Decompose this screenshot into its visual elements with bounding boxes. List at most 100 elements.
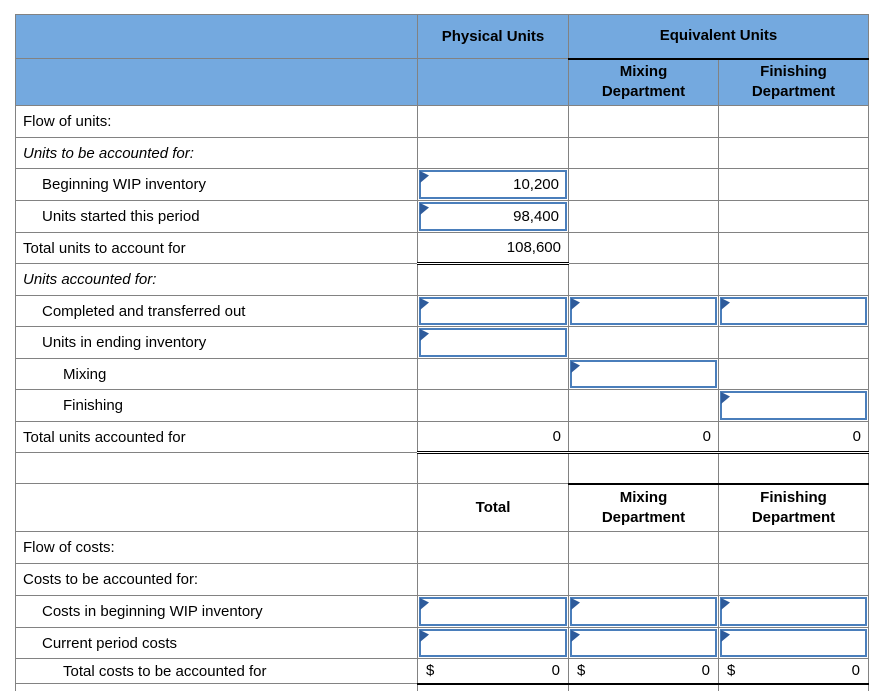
row-label-costs-in-beginning-wip-inventory: Costs in beginning WIP inventory [15,595,418,628]
empty-cell [718,358,869,390]
empty-cell [417,452,569,484]
input-ending-mixing[interactable] [570,360,717,388]
cell-completed-finishing [718,295,869,327]
row-label-costs-to-be-accounted-for: Costs to be accounted for: [15,563,418,596]
currency-symbol: $ [426,662,435,680]
empty-cell [568,200,719,233]
currency-symbol: $ [577,662,586,680]
row-label-completed-and-transferred-out: Completed and transferred out [15,295,418,327]
row-label-beginning-wip-inventory: Beginning WIP inventory [15,168,418,201]
cell-ending-mixing [568,358,719,390]
empty-cell [417,563,569,596]
cell-total-units-accounted-finishing: 0 [718,421,869,454]
empty-cell [568,683,719,691]
mixing-department-label: Mixing Department [601,63,686,101]
header-equivalent-units: Equivalent Units [568,14,869,60]
input-completed-finishing[interactable] [720,297,867,325]
input-beginning-wip-physical[interactable]: 10,200 [419,170,567,199]
empty-cell [718,200,869,233]
input-current-costs-finishing[interactable] [720,629,867,657]
cell-current-costs-finishing [718,627,869,659]
empty-cell [718,452,869,484]
header-cost-finishing-department: Finishing Department [718,482,869,532]
input-units-started-physical[interactable]: 98,400 [419,202,567,231]
cell-total-units-accounted-physical: 0 [417,421,569,454]
empty-cell [417,137,569,169]
answer-flag-icon [721,298,730,310]
cost-header-empty-label-cell [15,483,418,532]
input-current-costs-total[interactable] [419,629,567,657]
cell-beginning-costs-total [417,595,569,628]
currency-symbol: $ [727,662,736,680]
header-physical-units: Physical Units [417,14,569,59]
row-label-units-started-this-period: Units started this period [15,200,418,233]
header-cost-mixing-department: Mixing Department [568,482,719,532]
cell-total-units-to-account-for-physical: 108,600 [417,232,569,265]
answer-flag-icon [420,171,429,183]
cell-beginning-costs-mixing [568,595,719,628]
cell-total-units-accounted-mixing: 0 [568,421,719,454]
cell-units-started-physical: 98,400 [417,200,569,233]
input-beginning-costs-mixing[interactable] [570,597,717,626]
answer-flag-icon [420,329,429,341]
cell-ending-inventory-physical [417,326,569,359]
empty-cell [15,452,418,484]
empty-cell [568,168,719,201]
cell-current-costs-mixing [568,627,719,659]
total-costs-finishing-value: 0 [851,662,860,680]
answer-flag-icon [721,598,730,610]
empty-cell [568,389,719,422]
row-label-units-in-ending-inventory: Units in ending inventory [15,326,418,359]
input-ending-finishing[interactable] [720,391,867,420]
input-completed-physical[interactable] [419,297,567,325]
empty-cell [718,683,869,691]
input-beginning-costs-finishing[interactable] [720,597,867,626]
cell-total-costs-finishing: $ 0 [718,658,869,685]
row-label-flow-of-costs: Flow of costs: [15,531,418,564]
answer-flag-icon [420,630,429,642]
cell-beginning-costs-finishing [718,595,869,628]
row-label-total-costs-to-be-accounted-for: Total costs to be accounted for [15,658,418,684]
answer-flag-icon [420,298,429,310]
total-costs-mixing-value: 0 [701,662,710,680]
empty-cell [718,232,869,264]
input-ending-inventory-physical[interactable] [419,328,567,357]
empty-cell [718,531,869,564]
input-current-costs-mixing[interactable] [570,629,717,657]
answer-flag-icon [571,298,580,310]
empty-cell [718,105,869,138]
answer-flag-icon [721,630,730,642]
empty-cell [417,263,569,296]
empty-cell [568,326,719,359]
row-label-finishing: Finishing [15,389,418,422]
answer-flag-icon [721,392,730,404]
row-label-mixing: Mixing [15,358,418,390]
empty-cell [568,105,719,138]
total-units-to-account-for-value: 108,600 [506,239,561,256]
cost-total-label: Total [475,498,511,516]
cell-completed-physical [417,295,569,327]
cell-ending-finishing [718,389,869,422]
finishing-department-label: Finishing Department [751,63,836,101]
subheader-empty-physical-cell [417,58,569,106]
process-costing-table: Physical Units Equivalent Units Mixing D… [15,14,869,691]
answer-flag-icon [571,598,580,610]
physical-units-label: Physical Units [441,27,545,45]
cell-total-costs-total: $ 0 [417,658,569,685]
empty-cell [417,358,569,390]
empty-cell [417,105,569,138]
header-mixing-department: Mixing Department [568,58,719,106]
input-beginning-costs-total[interactable] [419,597,567,626]
input-completed-mixing[interactable] [570,297,717,325]
cell-current-costs-total [417,627,569,659]
empty-cell [568,531,719,564]
answer-flag-icon [571,361,580,373]
header-corner-cell [15,14,418,59]
cost-mixing-department-label: Mixing Department [601,488,686,526]
total-units-accounted-finishing-value: 0 [852,428,861,445]
row-label-total-units-to-account-for: Total units to account for [15,232,418,264]
row-label-total-units-accounted-for: Total units accounted for [15,421,418,453]
empty-cell [417,531,569,564]
cell-total-costs-mixing: $ 0 [568,658,719,685]
row-label-flow-of-units: Flow of units: [15,105,418,138]
